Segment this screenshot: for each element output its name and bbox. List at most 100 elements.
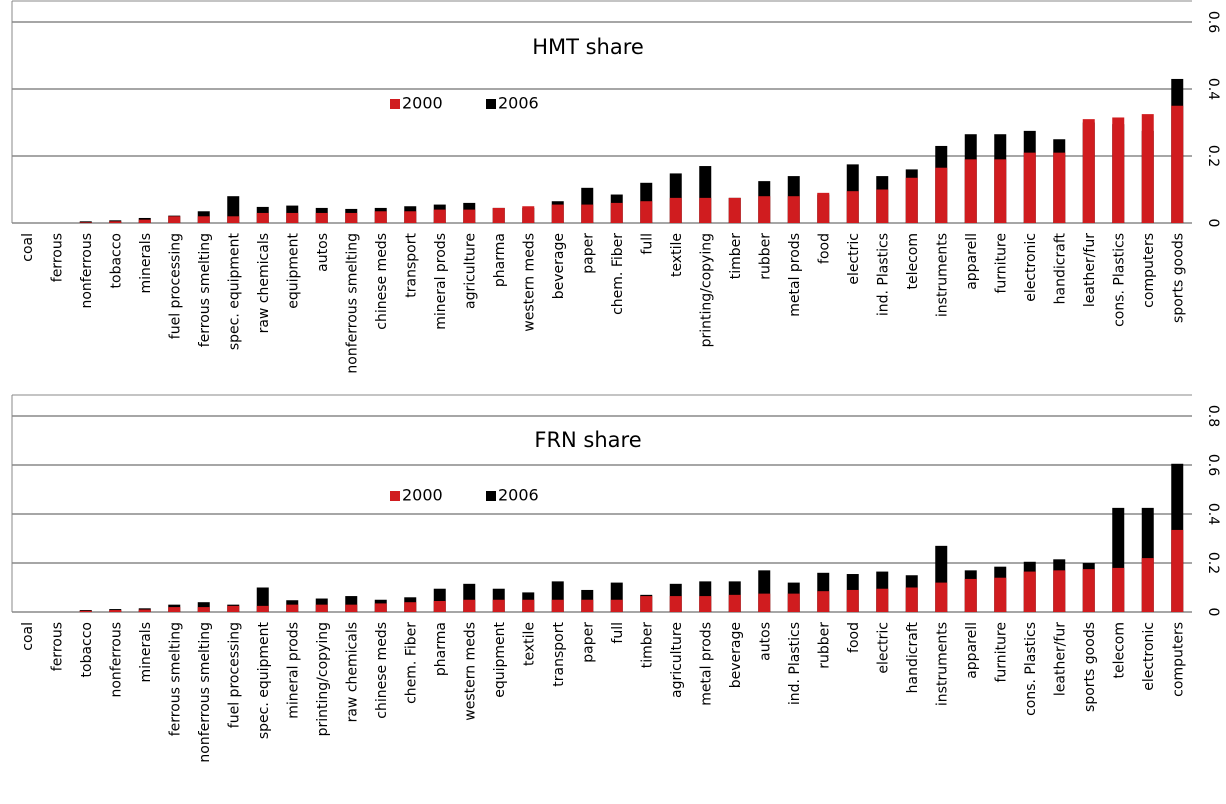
bar [551,204,564,223]
x-tick-label: handicraft [1052,232,1068,304]
x-tick-label: apparell [964,233,980,290]
bar [492,599,505,612]
bar [492,207,505,223]
bar [374,211,387,223]
x-tick-label: minerals [138,622,154,683]
x-tick-label: computers [1170,622,1186,697]
x-tick-label: mineral prods [285,622,301,719]
x-tick-label: full [639,233,655,255]
bar [197,216,210,223]
x-tick-label: ferrous smelting [197,233,213,347]
bar [1141,114,1154,223]
bar [345,604,358,612]
x-tick-label: electric [875,622,891,674]
x-tick-label: instruments [934,233,950,317]
bar [935,167,948,223]
x-tick-label: ind. Plastics [875,233,891,316]
bar [256,212,269,223]
y-tick-label: 0.8 [1205,405,1221,427]
bar [640,201,653,223]
bar [1082,569,1095,612]
x-tick-label: coal [20,622,36,651]
x-tick-label: autos [757,622,773,661]
x-tick-label: computers [1141,233,1157,308]
x-tick-label: equipment [492,621,508,697]
x-tick-label: ferrous [49,233,65,282]
x-tick-label: telecom [905,233,921,290]
x-tick-label: electric [846,233,862,285]
x-tick-label: nonferrous [108,622,124,698]
bar [79,221,92,223]
bar [522,206,535,223]
x-tick-label: tobacco [79,622,95,677]
x-tick-label: leather/fur [1052,622,1068,696]
x-tick-label: equipment [285,232,301,308]
bar [994,577,1007,612]
bar [522,599,535,612]
x-tick-label: electronic [1023,233,1039,302]
x-tick-label: mineral prods [433,233,449,330]
bar [905,177,918,223]
bar [817,591,830,612]
bar [79,222,92,223]
x-tick-label: chinese meds [374,622,390,719]
bar [935,582,948,612]
x-tick-label: textile [669,233,685,277]
bar [315,212,328,223]
bar [964,578,977,612]
x-tick-label: chinese meds [374,233,390,330]
bar [728,594,741,612]
bar [728,197,741,223]
bar [669,596,682,612]
x-tick-label: autos [315,233,331,272]
bar [345,212,358,223]
bar [79,610,92,612]
bar [581,204,594,223]
bar [1171,529,1184,612]
bar [1171,105,1184,223]
x-tick-label: spec. equipment [256,621,272,739]
x-tick-label: raw chemicals [256,233,272,333]
x-tick-label: food [846,622,862,653]
chart-title: FRN share [534,428,641,452]
bar [286,212,299,223]
bar [787,593,800,612]
chart-title: HMT share [532,35,644,59]
bar [404,602,417,612]
x-tick-label: telecom [1111,622,1127,679]
bar [964,159,977,223]
x-tick-label: printing/copying [315,622,331,736]
legend-label: 2006 [498,486,539,505]
x-tick-label: tobacco [108,233,124,288]
bar [876,189,889,223]
x-tick-label: fuel processing [226,622,242,728]
x-tick-label: agriculture [462,233,478,309]
bar [256,605,269,612]
y-tick-label: 0.4 [1205,78,1221,100]
x-tick-label: fuel processing [167,233,183,339]
bar [138,219,151,223]
legend-swatch [390,491,400,501]
bar [315,604,328,612]
bar [699,197,712,223]
bar [610,599,623,612]
bar [551,599,564,612]
x-tick-label: western meds [521,233,537,332]
bar [227,605,240,612]
x-tick-label: cons. Plastics [1111,233,1127,327]
bar [758,196,771,223]
x-tick-label: sports goods [1170,233,1186,323]
x-tick-label: timber [639,622,655,669]
bar [463,209,476,223]
x-tick-label: chem. Fiber [610,233,626,315]
x-tick-label: ferrous smelting [167,622,183,736]
x-tick-label: timber [728,233,744,280]
bar [433,209,446,223]
bar [876,588,889,612]
x-tick-label: handicraft [905,621,921,693]
bar [463,599,476,612]
x-tick-label: paper [580,233,596,274]
bar [433,600,446,612]
bar [1112,567,1125,612]
